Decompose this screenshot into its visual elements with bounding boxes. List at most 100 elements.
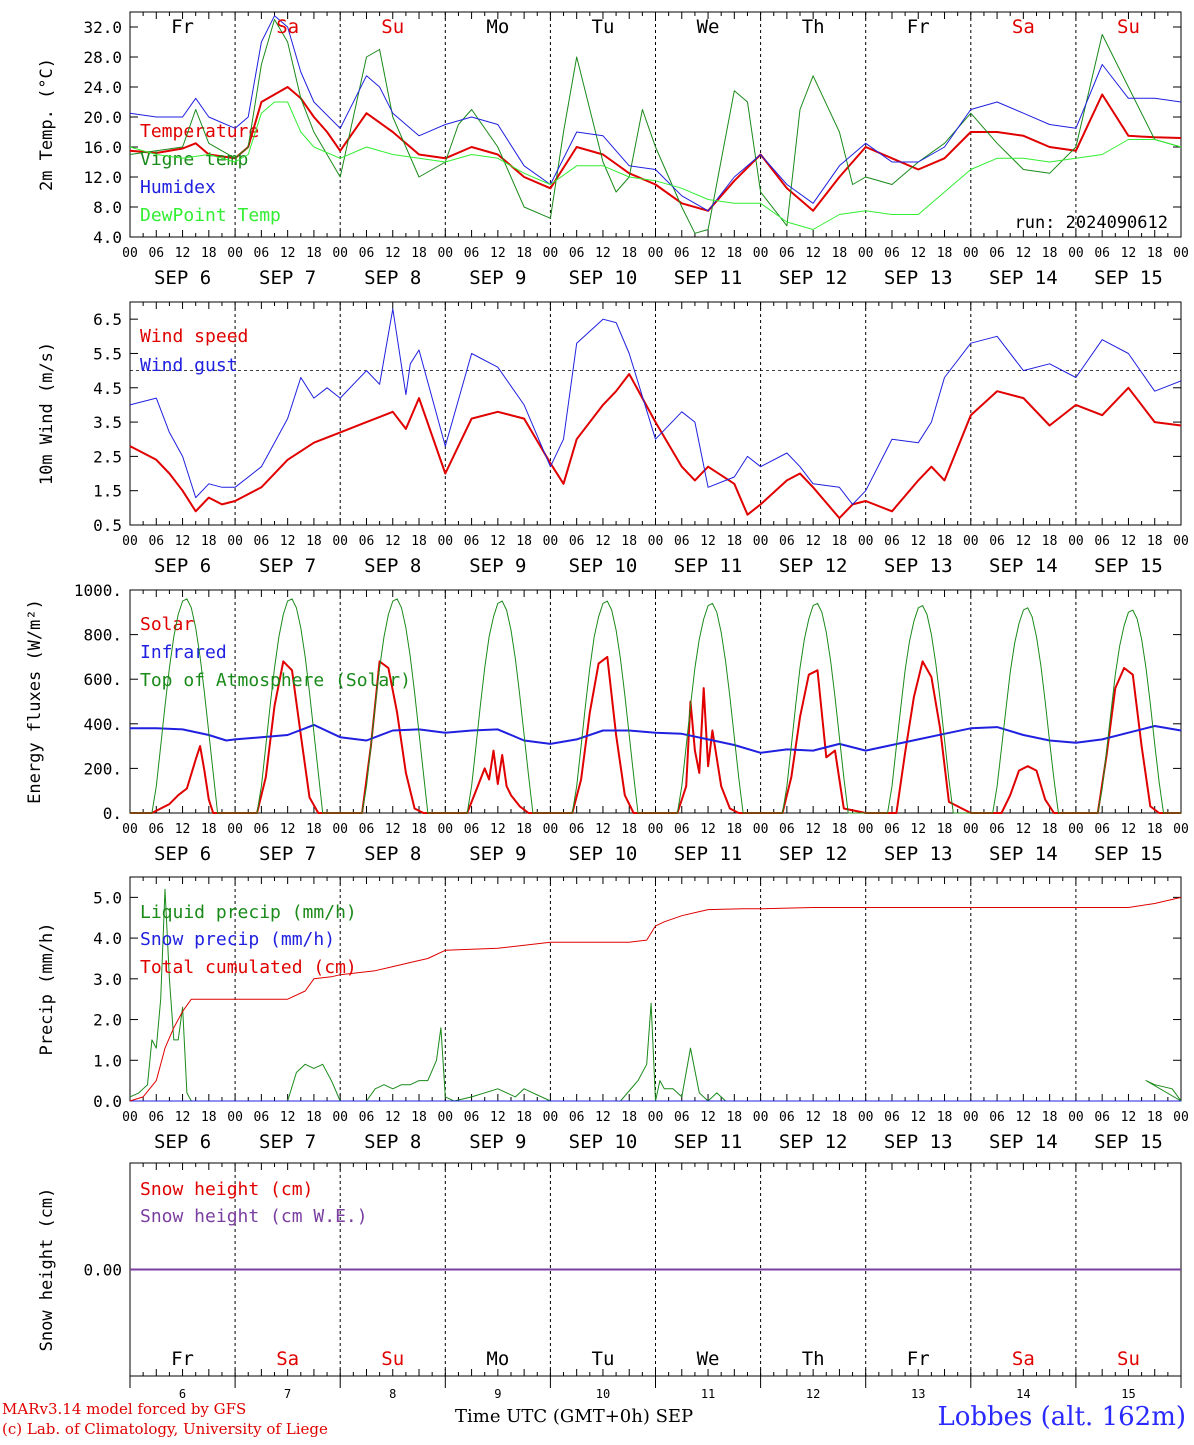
panel-2-hour-label: 06 (569, 822, 585, 837)
panel-2-hour-label: 06 (148, 822, 164, 837)
panel-0-date-label: SEP 15 (1094, 267, 1163, 289)
panel-4-legend-0: Snow height (cm) (140, 1179, 313, 1200)
panel-2-ylabel: Energy fluxes (W/m²) (25, 599, 45, 804)
panel-3-hour-label: 06 (254, 1110, 270, 1125)
panel-0-hour-label: 00 (543, 246, 559, 261)
panel-3-hour-label: 18 (516, 1110, 532, 1125)
panel-0-hour-label: 18 (201, 246, 217, 261)
panel-1-ytick-label: 1.5 (93, 482, 122, 501)
day-number: 15 (1121, 1387, 1135, 1401)
panel-1-hour-label: 18 (411, 534, 427, 549)
panel-1-hour-label: 06 (464, 534, 480, 549)
panel-3-date-label: SEP 11 (674, 1131, 743, 1153)
panel-1-ytick-label: 6.5 (93, 310, 122, 329)
panel-2-hour-label: 06 (674, 822, 690, 837)
panel-1-date-label: SEP 7 (259, 555, 316, 577)
panel-1-hour-label: 12 (175, 534, 191, 549)
panel-3-hour-label: 18 (306, 1110, 322, 1125)
panel-0-hour-label: 06 (989, 246, 1005, 261)
panel-0-hour-label: 00 (437, 246, 453, 261)
panel-3-hour-label: 12 (280, 1110, 296, 1125)
panel-0-hour-label: 18 (516, 246, 532, 261)
panel-2-hour-label: 00 (1173, 822, 1189, 837)
panel-0-hour-label: 18 (621, 246, 637, 261)
panel-0-hour-label: 18 (832, 246, 848, 261)
panel-2-hour-label: 06 (779, 822, 795, 837)
panel-0-hour-label: 12 (175, 246, 191, 261)
panel-0-series-2 (129, 15, 1182, 212)
panel-2-hour-label: 18 (1042, 822, 1058, 837)
panel-3-ytick-label: 4.0 (93, 929, 122, 948)
panel-1-hour-label: 06 (569, 534, 585, 549)
panel-0-hour-label: 12 (1016, 246, 1032, 261)
panel-3-hour-label: 06 (464, 1110, 480, 1125)
panel-2-date-label: SEP 13 (884, 843, 953, 865)
panel-3-ytick-label: 5.0 (93, 888, 122, 907)
panel-0-date-label: SEP 7 (259, 267, 316, 289)
day-name-bottom: Su (381, 1348, 404, 1370)
day-number: 6 (179, 1387, 186, 1401)
panel-3-hour-label: 00 (648, 1110, 664, 1125)
panel-3-legend-1: Snow precip (mm/h) (140, 929, 335, 950)
panel-1-hour-label: 00 (963, 534, 979, 549)
panel-2-hour-label: 12 (1121, 822, 1137, 837)
panel-2-hour-label: 00 (648, 822, 664, 837)
panel-2-date-label: SEP 14 (989, 843, 1058, 865)
panel-0-hour-label: 12 (490, 246, 506, 261)
panel-3-date-label: SEP 6 (154, 1131, 211, 1153)
day-name-bottom: Tu (592, 1348, 615, 1370)
panel-0-hour-label: 00 (648, 246, 664, 261)
panel-0-ytick-label: 12.0 (83, 168, 122, 187)
panel-0-legend-1: Vigne temp (140, 149, 248, 170)
day-name-bottom: Fr (907, 1348, 930, 1370)
panel-2-legend-1: Infrared (140, 642, 227, 663)
panel-2-hour-label: 00 (543, 822, 559, 837)
panel-1-hour-label: 06 (359, 534, 375, 549)
panel-0-frame (129, 11, 1182, 238)
panel-3-date-label: SEP 15 (1094, 1131, 1163, 1153)
panel-1-date-label: SEP 12 (779, 555, 848, 577)
panel-3-hour-label: 18 (201, 1110, 217, 1125)
panel-0-hour-label: 12 (1121, 246, 1137, 261)
panel-3-hour-label: 00 (858, 1110, 874, 1125)
panel-3-hour-label: 12 (805, 1110, 821, 1125)
panel-1-legend-0: Wind speed (140, 326, 248, 347)
day-number: 7 (284, 1387, 291, 1401)
panel-2-legend-0: Solar (140, 614, 194, 635)
panel-2-hour-label: 12 (910, 822, 926, 837)
panel-2-ytick-label: 400. (83, 715, 122, 734)
panel-0-legend-3: DewPoint Temp (140, 205, 281, 226)
day-name-bottom: Sa (276, 1348, 299, 1370)
panel-3-hour-label: 12 (490, 1110, 506, 1125)
panel-3-hour-label: 12 (700, 1110, 716, 1125)
panel-3-hour-label: 00 (1068, 1110, 1084, 1125)
panel-1-ylabel: 10m Wind (m/s) (37, 342, 57, 485)
panel-1-hour-label: 00 (858, 534, 874, 549)
panel-2-hour-label: 06 (989, 822, 1005, 837)
panel-2-date-label: SEP 11 (674, 843, 743, 865)
day-number: 14 (1016, 1387, 1030, 1401)
panel-2-ytick-label: 200. (83, 759, 122, 778)
panel-1-hour-label: 06 (148, 534, 164, 549)
panel-1-hour-label: 18 (726, 534, 742, 549)
day-number: 10 (596, 1387, 610, 1401)
panel-0-ylabel: 2m Temp. (°C) (37, 58, 57, 191)
panel-1-hour-label: 12 (700, 534, 716, 549)
panel-1-date-label: SEP 9 (469, 555, 526, 577)
panel-1-hour-label: 00 (437, 534, 453, 549)
panel-0-hour-label: 12 (595, 246, 611, 261)
panel-0-hour-label: 00 (1068, 246, 1084, 261)
panel-2-date-label: SEP 9 (469, 843, 526, 865)
x-axis-title: Time UTC (GMT+0h) SEP (455, 1406, 694, 1427)
panel-0-hour-label: 06 (148, 246, 164, 261)
panel-0-hour-label: 18 (937, 246, 953, 261)
panel-3-hour-label: 18 (1042, 1110, 1058, 1125)
day-name-top: Sa (276, 16, 299, 38)
panel-2-hour-label: 00 (963, 822, 979, 837)
panel-0-date-label: SEP 8 (364, 267, 421, 289)
panel-1-hour-label: 00 (648, 534, 664, 549)
panel-1-hour-label: 18 (621, 534, 637, 549)
panel-3-ytick-label: 1.0 (93, 1051, 122, 1070)
panel-0-series-3 (129, 101, 1182, 230)
